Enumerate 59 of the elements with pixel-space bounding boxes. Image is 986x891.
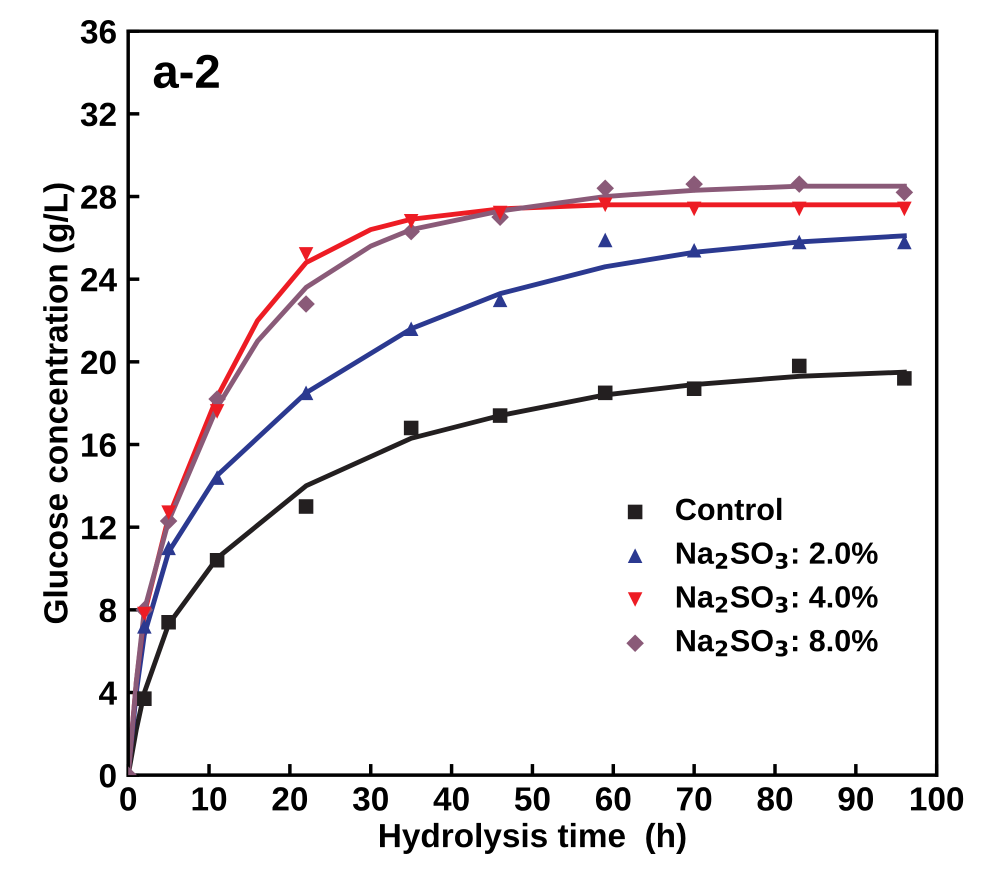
legend-label: Na$_{2}$SO$_{3}$: 4.0%	[676, 586, 878, 613]
point	[404, 321, 418, 336]
legend-label: Na$_{2}$SO$_{3}$: 8.0%	[676, 630, 878, 657]
point	[897, 202, 912, 216]
legend-label: Na$_{2}$SO$_{3}$: 2.0%	[676, 542, 878, 569]
point	[161, 540, 176, 556]
y-tick-label: 16	[82, 433, 116, 457]
y-tick-label: 24	[81, 268, 117, 292]
point	[598, 198, 612, 212]
point	[492, 206, 508, 220]
point	[297, 295, 315, 313]
point	[686, 381, 702, 396]
y-tick-label: 28	[81, 185, 116, 209]
point	[686, 242, 702, 258]
point	[598, 232, 612, 248]
point	[792, 358, 807, 374]
point	[402, 222, 420, 240]
point	[598, 386, 612, 400]
x-tick-label: 80	[758, 787, 792, 811]
point	[137, 691, 152, 706]
point	[161, 614, 176, 630]
x-tick-label: 90	[838, 787, 874, 811]
y-tick-label: 0	[100, 764, 116, 788]
point	[686, 202, 702, 216]
y-tick-label: 36	[80, 20, 116, 44]
x-axis-title: Hydrolysis time (h)	[380, 822, 686, 854]
point	[210, 404, 224, 419]
x-tick-label: 10	[192, 787, 226, 811]
point	[792, 234, 807, 250]
annotation: a-2	[154, 54, 219, 88]
legend-label: Control	[676, 498, 782, 520]
point	[137, 619, 152, 634]
y-tick-label: 4	[99, 682, 117, 705]
point	[210, 552, 224, 568]
point	[792, 202, 807, 216]
point	[897, 371, 912, 386]
point	[896, 184, 914, 202]
point	[298, 247, 314, 262]
point	[404, 420, 418, 436]
x-tick-label: 50	[514, 787, 550, 811]
point	[685, 175, 703, 193]
point	[404, 214, 418, 229]
x-tick-label: 60	[596, 787, 630, 811]
point	[137, 606, 152, 622]
x-tick-label: 100	[910, 787, 964, 811]
x-tick-label: 30	[352, 787, 388, 811]
y-axis-title: Glucose concentration (g/L)	[43, 184, 74, 624]
x-tick-label: 0	[120, 787, 136, 811]
x-tick-label: 20	[272, 787, 308, 811]
y-tick-label: 20	[81, 350, 116, 374]
point	[298, 499, 314, 514]
y-tick-label: 8	[100, 598, 116, 622]
point	[492, 408, 508, 423]
x-tick-label: 70	[677, 787, 712, 811]
x-tick-label: 40	[434, 787, 469, 811]
point	[790, 175, 808, 193]
point	[161, 505, 176, 520]
y-tick-label: 32	[80, 102, 116, 126]
y-tick-label: 12	[82, 516, 116, 540]
